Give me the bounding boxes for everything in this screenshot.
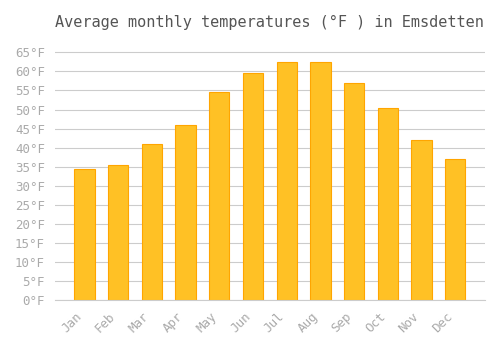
Bar (74, 169, 94, 300)
Bar (108, 165, 128, 300)
Bar (176, 125, 196, 300)
Bar (142, 144, 162, 300)
Bar (344, 83, 364, 300)
Bar (276, 62, 297, 300)
Bar (445, 159, 466, 300)
Bar (412, 140, 432, 300)
Bar (378, 108, 398, 300)
Bar (310, 62, 330, 300)
Bar (209, 92, 230, 300)
Bar (243, 73, 263, 300)
Title: Average monthly temperatures (°F ) in Emsdetten: Average monthly temperatures (°F ) in Em… (56, 15, 484, 30)
